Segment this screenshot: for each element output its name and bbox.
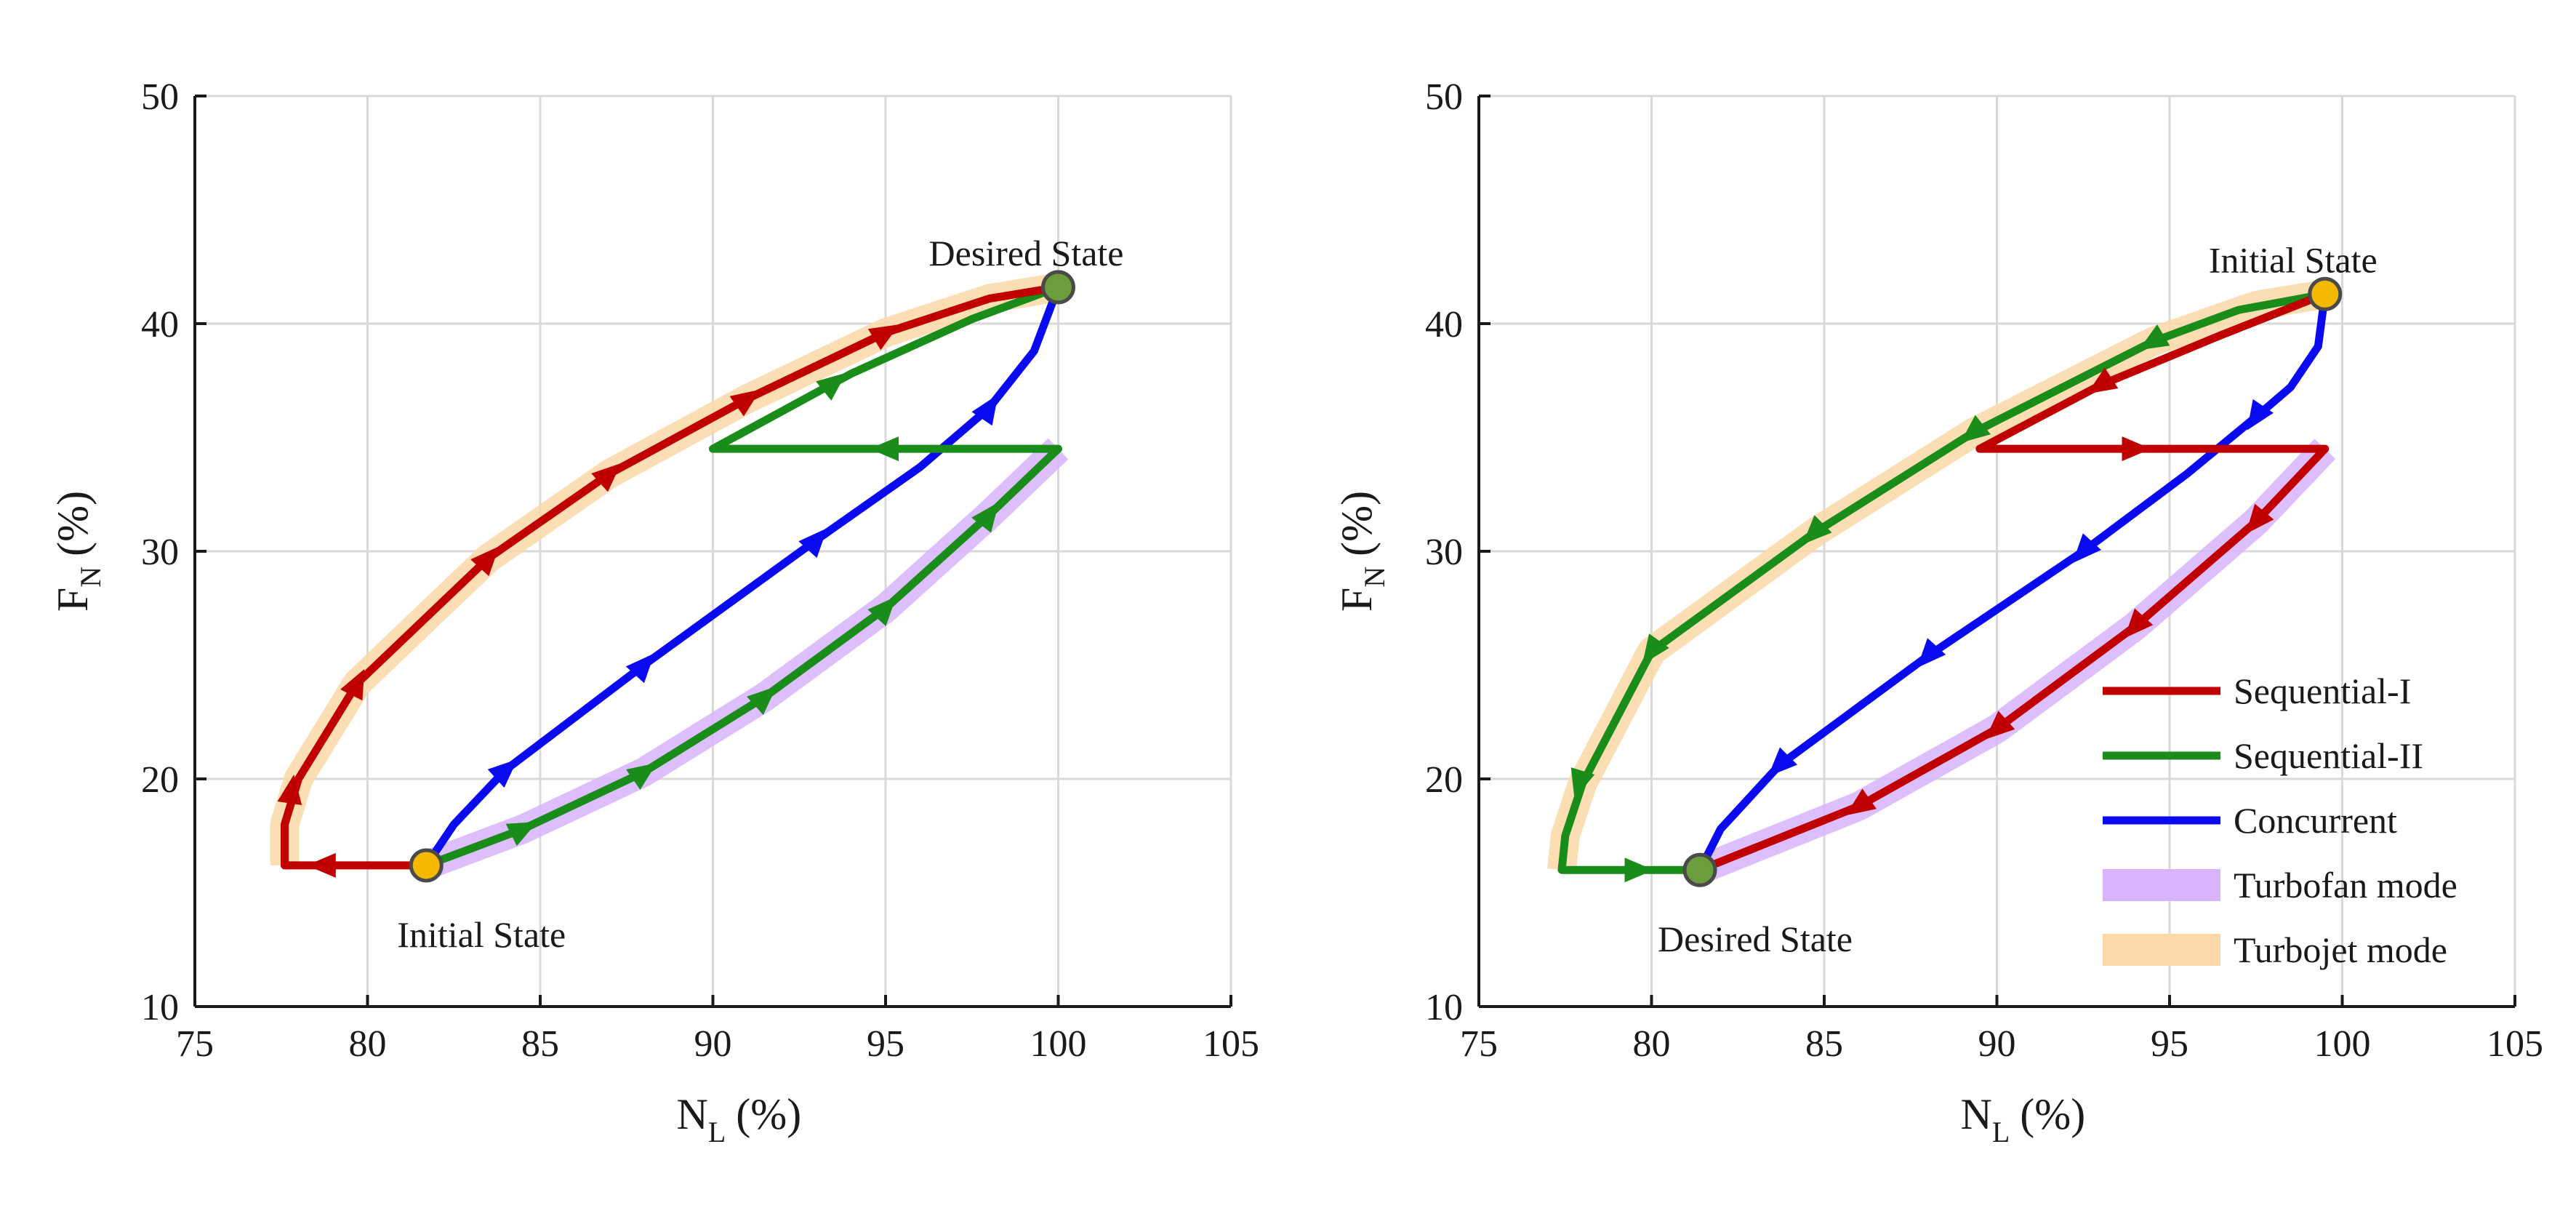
x-tick-label: 85 xyxy=(1805,1023,1843,1065)
y-tick-label: 30 xyxy=(141,532,179,573)
x-tick-label: 100 xyxy=(2314,1023,2371,1065)
state-annotation: Initial State xyxy=(2209,239,2378,280)
series-arrow-sequential-2 xyxy=(1624,857,1654,883)
series-arrow-sequential-2 xyxy=(1570,767,1595,799)
series-line-turbofan xyxy=(421,438,1069,879)
x-tick-label: 90 xyxy=(1978,1023,2016,1065)
series-arrow-sequential-2 xyxy=(747,686,777,715)
legend-label: Sequential-II xyxy=(2234,735,2423,776)
state-annotation: Desired State xyxy=(1658,919,1853,959)
y-tick-label: 40 xyxy=(1425,304,1463,345)
series-arrow-sequential-1 xyxy=(2087,367,2119,394)
state-marker xyxy=(1682,852,1717,887)
y-tick-label: 10 xyxy=(141,987,179,1028)
series-arrow-concurrent xyxy=(487,759,518,788)
series-line-turbojet xyxy=(1547,279,2328,872)
series-arrow-sequential-1 xyxy=(729,389,761,417)
y-tick-label: 20 xyxy=(1425,759,1463,801)
series-arrow-sequential-2 xyxy=(1802,515,1832,545)
y-axis-label: FN (%) xyxy=(49,491,107,612)
series-line-sequential-2 xyxy=(1557,289,2330,874)
x-tick-label: 90 xyxy=(694,1023,732,1065)
x-tick-label: 100 xyxy=(1030,1023,1087,1065)
state-annotation: Initial State xyxy=(397,914,566,955)
y-axis-label-unit: (%) xyxy=(49,491,97,556)
series-arrow-concurrent xyxy=(971,394,998,426)
legend-swatch-band xyxy=(2103,869,2220,901)
y-tick-label: 10 xyxy=(1425,987,1463,1028)
x-tick-label: 95 xyxy=(867,1023,904,1065)
x-axis-label-symbol: N xyxy=(677,1090,708,1138)
series-arrow-sequential-2 xyxy=(1960,415,1991,443)
legend-label: Concurrent xyxy=(2234,800,2397,841)
series-arrow-sequential-1 xyxy=(470,546,499,577)
y-axis-label-symbol: F xyxy=(1333,588,1381,612)
y-axis-label-symbol: F xyxy=(49,588,97,612)
x-axis-label-subscript: L xyxy=(708,1116,726,1148)
series-arrow-concurrent xyxy=(798,528,827,559)
y-tick-label: 30 xyxy=(1425,532,1463,573)
series-arrow-sequential-2 xyxy=(816,372,846,401)
series-arrow-concurrent xyxy=(625,653,655,684)
series-arrow-sequential-2 xyxy=(870,436,899,462)
x-tick-label: 80 xyxy=(1633,1023,1671,1065)
y-axis-label: FN (%) xyxy=(1333,491,1391,612)
legend-swatch-band xyxy=(2103,934,2220,966)
series-arrow-sequential-1 xyxy=(2122,436,2151,462)
series-arrow-sequential-2 xyxy=(867,596,896,627)
series-arrow-sequential-1 xyxy=(277,774,302,806)
series-arrow-concurrent xyxy=(1917,638,1946,668)
y-axis-label-subscript: N xyxy=(74,567,107,588)
state-annotation: Desired State xyxy=(929,233,1124,273)
legend-label: Turbojet mode xyxy=(2234,929,2447,970)
y-tick-label: 20 xyxy=(141,759,179,801)
legend-label: Sequential-I xyxy=(2234,671,2411,711)
x-tick-label: 105 xyxy=(2487,1023,2543,1065)
x-axis-label-subscript: L xyxy=(1992,1116,2010,1148)
y-tick-label: 50 xyxy=(1425,76,1463,118)
series-arrow-sequential-2 xyxy=(1642,633,1669,665)
x-axis-label: NL (%) xyxy=(1961,1090,2086,1148)
series-arrow-sequential-2 xyxy=(626,762,657,790)
x-axis-label-symbol: N xyxy=(1961,1090,1992,1138)
series-arrow-sequential-2 xyxy=(971,502,999,533)
state-marker xyxy=(409,848,444,883)
x-tick-label: 105 xyxy=(1203,1023,1259,1065)
series-arrow-sequential-1 xyxy=(1845,788,1877,816)
state-marker xyxy=(1041,270,1075,305)
series-line-concurrent xyxy=(1696,289,2330,874)
series-arrow-sequential-2 xyxy=(505,822,537,847)
series-arrow-sequential-1 xyxy=(306,852,336,878)
legend-label: Turbofan mode xyxy=(2234,865,2457,905)
x-axis-label: NL (%) xyxy=(677,1090,802,1148)
series-arrow-sequential-1 xyxy=(867,324,899,351)
y-tick-label: 50 xyxy=(141,76,179,118)
y-tick-label: 40 xyxy=(141,304,179,345)
x-axis-label-unit: (%) xyxy=(2020,1090,2085,1138)
y-axis-label-subscript: N xyxy=(1358,567,1391,588)
series-arrow-concurrent xyxy=(1768,747,1798,777)
series-line-sequential-1 xyxy=(1696,289,2330,874)
series-arrow-sequential-1 xyxy=(2245,503,2274,535)
x-tick-label: 95 xyxy=(2151,1023,2188,1065)
state-marker xyxy=(2308,276,2343,311)
x-tick-label: 75 xyxy=(1460,1023,1498,1065)
series-arrow-concurrent xyxy=(2072,533,2101,564)
series-arrow-sequential-1 xyxy=(340,668,365,701)
y-axis-label-unit: (%) xyxy=(1333,491,1381,556)
series-arrow-sequential-1 xyxy=(591,463,622,492)
x-tick-label: 80 xyxy=(349,1023,387,1065)
x-tick-label: 85 xyxy=(521,1023,559,1065)
series-arrow-sequential-1 xyxy=(2124,608,2154,639)
x-tick-label: 75 xyxy=(176,1023,214,1065)
series-line-turbofan xyxy=(1694,439,2336,884)
series-arrow-sequential-2 xyxy=(2138,324,2170,351)
x-axis-label-unit: (%) xyxy=(736,1090,801,1138)
series-arrow-sequential-1 xyxy=(1985,711,2015,740)
series-arrow-concurrent xyxy=(2247,399,2274,431)
